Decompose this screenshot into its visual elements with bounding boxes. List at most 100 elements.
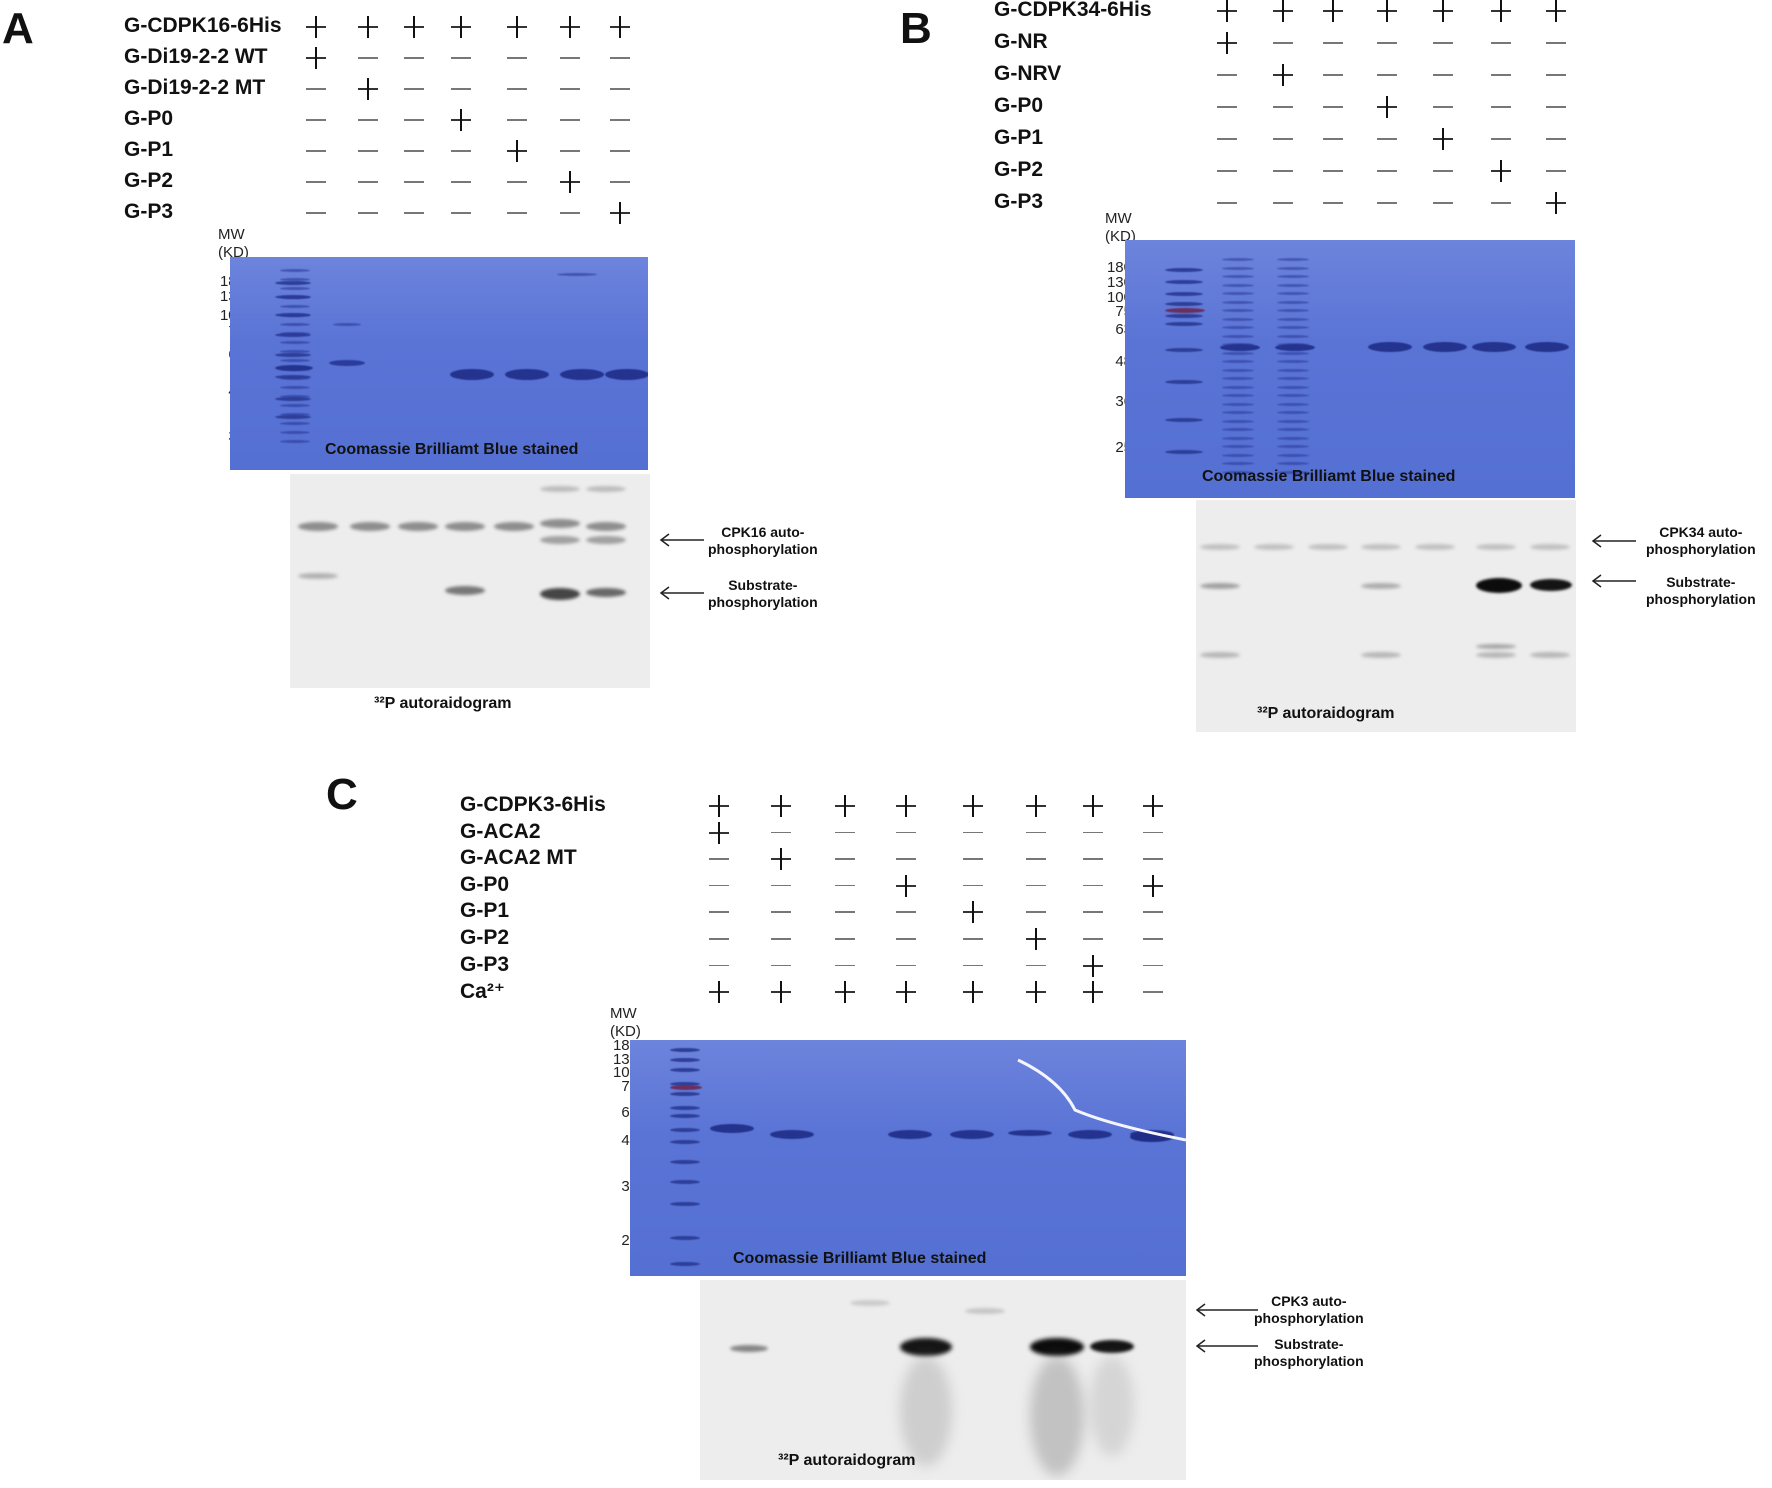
minus-mark [832, 820, 858, 846]
row-label: G-P0 [994, 94, 1044, 117]
gel-band [280, 422, 310, 425]
row-label: G-NR [994, 30, 1048, 53]
minus-mark [1140, 899, 1166, 925]
gel-band [1277, 402, 1309, 406]
minus-mark [832, 899, 858, 925]
gel-band [1277, 394, 1309, 397]
minus-mark [448, 169, 474, 195]
minus-mark [1488, 30, 1514, 56]
gel-band [280, 332, 310, 335]
row-label: G-P3 [994, 190, 1044, 213]
minus-mark [1543, 94, 1569, 120]
minus-mark [1023, 846, 1049, 872]
gel-band [1277, 453, 1309, 457]
gel-band [1222, 385, 1254, 389]
gel-band [586, 486, 626, 492]
panel-b-coomassie-caption: Coomassie Brilliamt Blue stained [1202, 468, 1456, 485]
arrow-label-line: phosphorylation [1254, 1353, 1364, 1369]
minus-mark [1023, 820, 1049, 846]
gel-band [1222, 266, 1254, 270]
arrow-label-line: Substrate- [1666, 574, 1736, 590]
gel-band [900, 1356, 952, 1466]
gel-band [1254, 544, 1294, 550]
plus-mark [557, 14, 583, 40]
gel-band [280, 359, 310, 362]
minus-mark [1214, 158, 1240, 184]
panel-b-coomassie-gel: Coomassie Brilliamt Blue stained [1125, 240, 1575, 498]
gel-band [1220, 344, 1260, 351]
plus-mark [1543, 0, 1569, 24]
gel-band [1165, 450, 1203, 454]
gel-band [1277, 377, 1309, 380]
plus-mark [557, 169, 583, 195]
gel-band [1222, 436, 1254, 440]
minus-mark [832, 926, 858, 952]
gel-band [1476, 644, 1516, 649]
plus-mark [607, 14, 633, 40]
gel-band [586, 536, 626, 544]
minus-mark [448, 76, 474, 102]
gel-band [280, 269, 310, 272]
gel-band [275, 281, 311, 285]
gel-band [1222, 394, 1254, 397]
minus-mark [1080, 926, 1106, 952]
gel-band [1200, 583, 1240, 589]
gel-band [1277, 445, 1309, 448]
minus-mark [303, 169, 329, 195]
gel-band [1165, 418, 1203, 422]
gel-band [900, 1338, 952, 1356]
arrow-label-line: phosphorylation [1646, 541, 1756, 557]
panel-a: A G-CDPK16-6His G-Di19-2-2 WT G-Di19-2-2 M… [0, 0, 860, 720]
arrow-label-line: CPK3 auto- [1271, 1293, 1347, 1309]
minus-mark [1488, 94, 1514, 120]
minus-mark [1543, 30, 1569, 56]
kd-label: (KD) [610, 1023, 641, 1040]
row-label: G-P3 [124, 200, 174, 223]
gel-band [1165, 380, 1203, 384]
gel-band [450, 369, 494, 380]
minus-mark [504, 107, 530, 133]
panel-c-mw-title: MW (KD) [610, 1005, 641, 1041]
arrow-label-line: CPK16 auto- [721, 524, 805, 540]
gel-band [670, 1058, 700, 1062]
row-label: G-P2 [994, 158, 1044, 181]
gel-band [280, 377, 310, 380]
gel-band [1090, 1356, 1134, 1456]
gel-band [586, 522, 626, 531]
gel-band [280, 287, 310, 290]
minus-mark [401, 138, 427, 164]
row-label: G-P0 [460, 872, 510, 896]
gel-band [280, 350, 310, 353]
gel-band [1277, 309, 1309, 312]
plus-mark [1140, 873, 1166, 899]
gel-band [280, 278, 310, 281]
gel-band [1368, 342, 1412, 352]
gel-band [605, 369, 648, 380]
gel-band [1222, 309, 1254, 312]
gel-band [275, 333, 311, 337]
arrow-label-line: phosphorylation [708, 541, 818, 557]
minus-mark [1320, 62, 1346, 88]
plus-mark [1080, 793, 1106, 819]
gel-band [1165, 302, 1203, 306]
plus-mark [706, 793, 732, 819]
gel-band [1222, 445, 1254, 448]
gel-band [1277, 411, 1309, 414]
plus-mark [768, 793, 794, 819]
plus-mark [1430, 0, 1456, 24]
panel-a-coomassie-gel: Coomassie Brilliamt Blue stained [230, 257, 648, 470]
gel-band [280, 395, 310, 398]
minus-mark [1214, 94, 1240, 120]
panel-a-autoradiogram-caption: ³²P autoraidogram [374, 695, 512, 712]
plus-mark [768, 846, 794, 872]
minus-mark [893, 926, 919, 952]
minus-mark [768, 873, 794, 899]
gel-band [560, 369, 604, 380]
minus-mark [401, 45, 427, 71]
minus-mark [557, 45, 583, 71]
minus-mark [768, 820, 794, 846]
minus-mark [607, 45, 633, 71]
minus-mark [706, 873, 732, 899]
minus-mark [706, 953, 732, 979]
gel-band [1277, 292, 1309, 295]
